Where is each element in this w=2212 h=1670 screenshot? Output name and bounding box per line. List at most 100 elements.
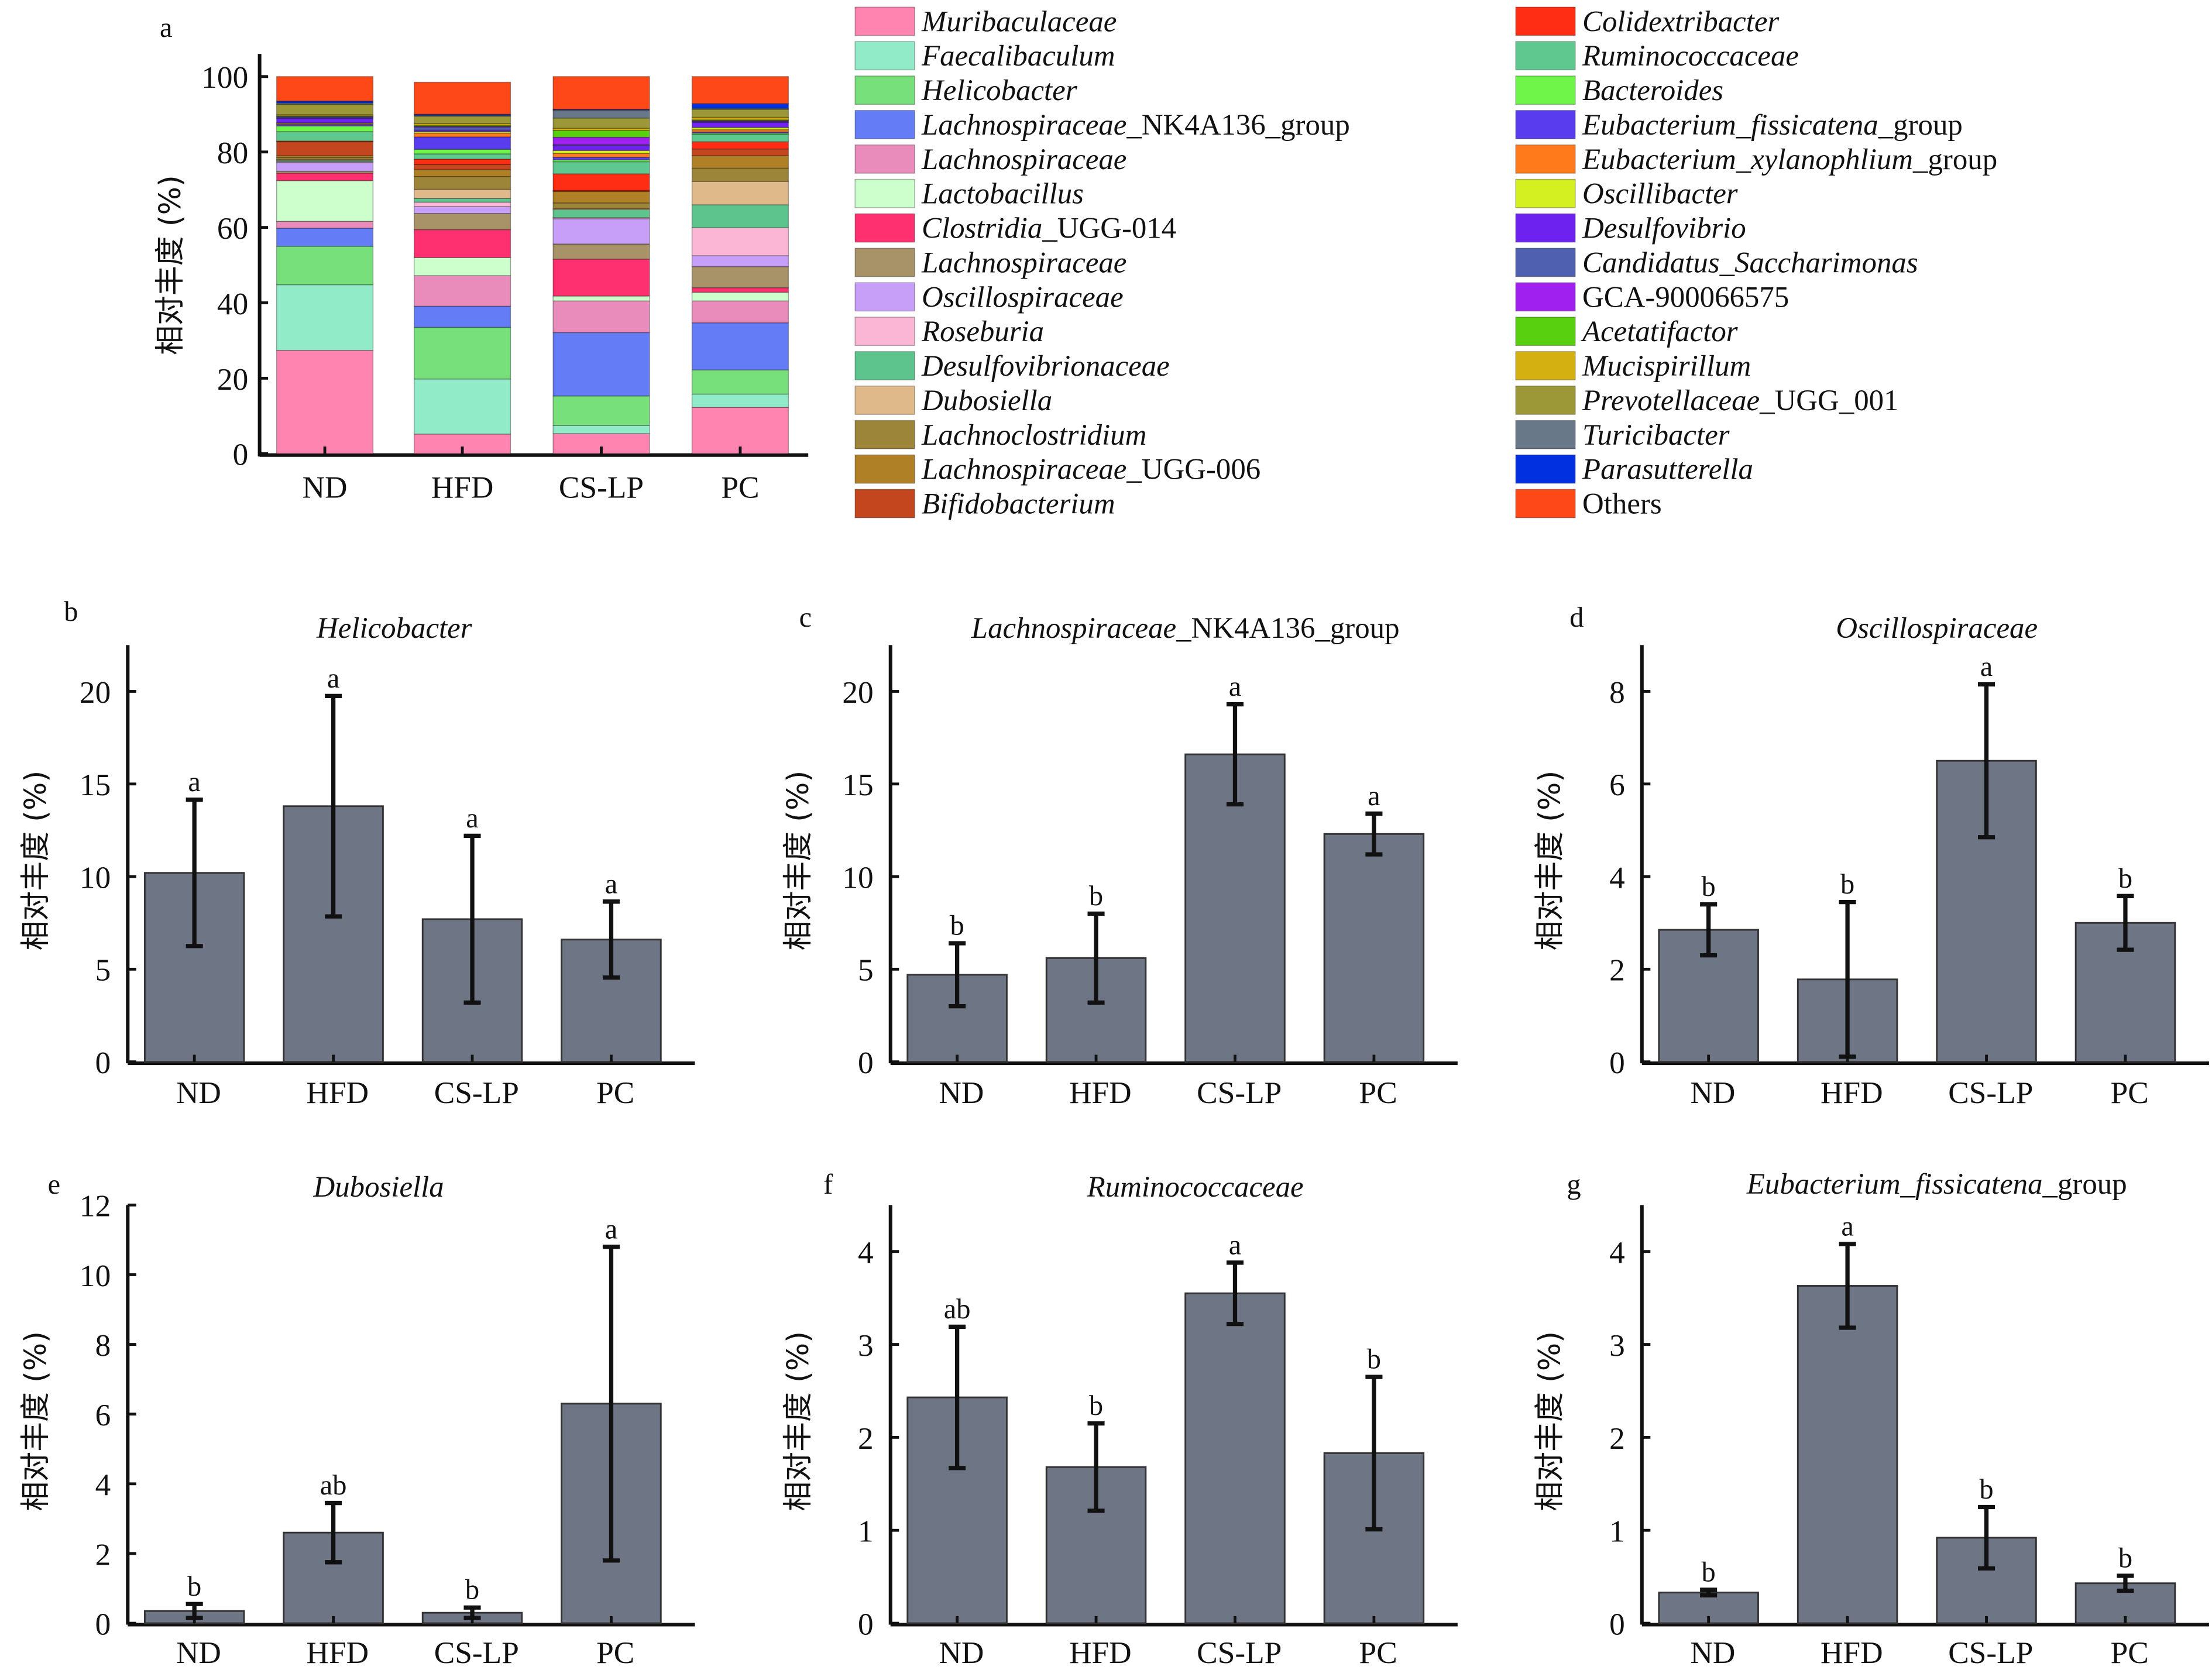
stacked-segment [691,76,789,104]
legend-label: Colidextribacter [1582,5,1779,38]
stacked-segment [691,393,789,408]
legend-swatch [1515,248,1576,277]
legend-label: Candidatus_Saccharimonas [1582,246,1918,279]
significance-letter-d: b [2118,863,2132,894]
panel-title-b-italic: Helicobacter [316,612,472,645]
significance-letter-g: b [2118,1543,2132,1574]
stacked-segment [691,204,789,228]
significance-letter-b: a [327,663,340,694]
stacked-segment [691,103,789,109]
legend-label: Clostridia_UGG-014 [922,212,1176,245]
legend-label-italic: Lachnospiraceae [921,246,1126,279]
legend-label: Lachnospiraceae_NK4A136_group [921,109,1350,142]
panel-label-f: f [823,1169,833,1200]
y-axis-title-g: 相对丰度 (%) [1532,1331,1567,1511]
legend-label-plain: _NK4A136_group [1126,109,1349,142]
stacked-segment [691,181,789,205]
legend-swatch [854,41,915,71]
panel-title-c-plain: _NK4A136_group [1176,612,1399,645]
y-axis-title-d: 相对丰度 (%) [1532,771,1567,951]
stacked-segment [552,332,650,397]
stacked-segment [691,122,789,128]
stacked-segment [552,76,650,110]
legend-label: Lactobacillus [921,178,1084,211]
stacked-segment [691,291,789,302]
stacked-segment [552,173,650,191]
stacked-segment [691,109,789,118]
legend-label: Oscillospiraceae [922,281,1124,314]
legend-label: Faecalibaculum [921,40,1115,73]
stacked-segment [413,213,511,231]
legend-swatch [1515,41,1576,71]
y-tick-label-g: 1 [1609,1514,1625,1549]
stacked-segment [413,136,511,150]
y-tick-label-b: 15 [80,768,111,802]
legend-swatch [854,385,915,415]
y-tick-label-c: 15 [842,768,873,802]
legend-label-italic: Lactobacillus [921,178,1084,211]
stacked-segment [276,180,374,222]
legend-label: Oscillibacter [1582,178,1738,211]
y-tick-label-a: 60 [217,211,248,246]
stacked-segment [552,145,650,151]
significance-letter-e: b [465,1575,479,1606]
x-tick-label-d: HFD [1821,1075,1883,1110]
stacked-segment [413,159,511,165]
stacked-segment [276,125,374,132]
legend-label: Mucispirillum [1582,350,1751,383]
x-tick-label-f: HFD [1069,1635,1132,1670]
stacked-segment [552,109,650,119]
legend-swatch [1515,317,1576,346]
stacked-segment [276,228,374,247]
x-tick-label-e: CS-LP [434,1635,519,1670]
stacked-segment [276,173,374,181]
panel-title-g-plain: _group [2042,1168,2127,1201]
legend-swatch [854,213,915,243]
legend-swatch [1515,420,1576,449]
stacked-segment [691,300,789,324]
x-tick-label-g: HFD [1821,1635,1883,1670]
panel-label-d: d [1569,602,1584,633]
legend-label: Acetatifactor [1581,315,1738,348]
y-tick-label-g: 3 [1609,1328,1625,1363]
significance-letter-c: b [950,910,964,941]
legend-swatch [1515,178,1576,208]
y-tick-label-a: 100 [201,60,248,95]
x-tick-label-a: PC [721,470,759,504]
y-tick-label-e: 12 [80,1189,111,1224]
legend-label-italic: Turicibacter [1582,419,1730,452]
stacked-segment [691,132,789,135]
legend-label-italic: Colidextribacter [1582,5,1779,38]
legend-label-plain: _group [1912,143,1997,176]
legend-swatch [854,351,915,381]
significance-letter-b: a [466,803,479,834]
y-tick-label-e: 8 [95,1328,111,1363]
significance-letter-d: a [1980,651,1993,682]
y-axis-title-f: 相对丰度 (%) [781,1331,815,1511]
stacked-segment [552,191,650,204]
legend-label: Desulfovibrionaceae [921,350,1170,383]
y-axis-title-e: 相对丰度 (%) [18,1331,53,1511]
stacked-segment [552,209,650,218]
stacked-segment [552,425,650,434]
y-tick-label-d: 6 [1609,768,1625,802]
legend-label: Prevotellaceae_UGG_001 [1582,384,1898,417]
stacked-segment [552,218,650,245]
legend-swatch [1515,351,1576,381]
x-tick-label-a: ND [303,470,348,504]
significance-letter-e: ab [320,1470,347,1501]
significance-letter-c: a [1368,781,1380,812]
stacked-segment [552,300,650,334]
legend-swatch [1515,489,1576,518]
y-tick-label-f: 1 [858,1514,874,1549]
stacked-segment [413,188,511,199]
panel-title-g-italic: Eubacterium_fissicatena [1746,1168,2043,1201]
panel-title-d: Oscillospiraceae [1836,612,2038,645]
stacked-segment [413,257,511,276]
panel-label-c: c [799,602,812,633]
stacked-segment [276,284,374,351]
y-tick-label-e: 4 [95,1468,111,1502]
stacked-segment [552,202,650,209]
significance-letter-f: b [1367,1344,1381,1375]
significance-letter-e: b [187,1571,201,1602]
